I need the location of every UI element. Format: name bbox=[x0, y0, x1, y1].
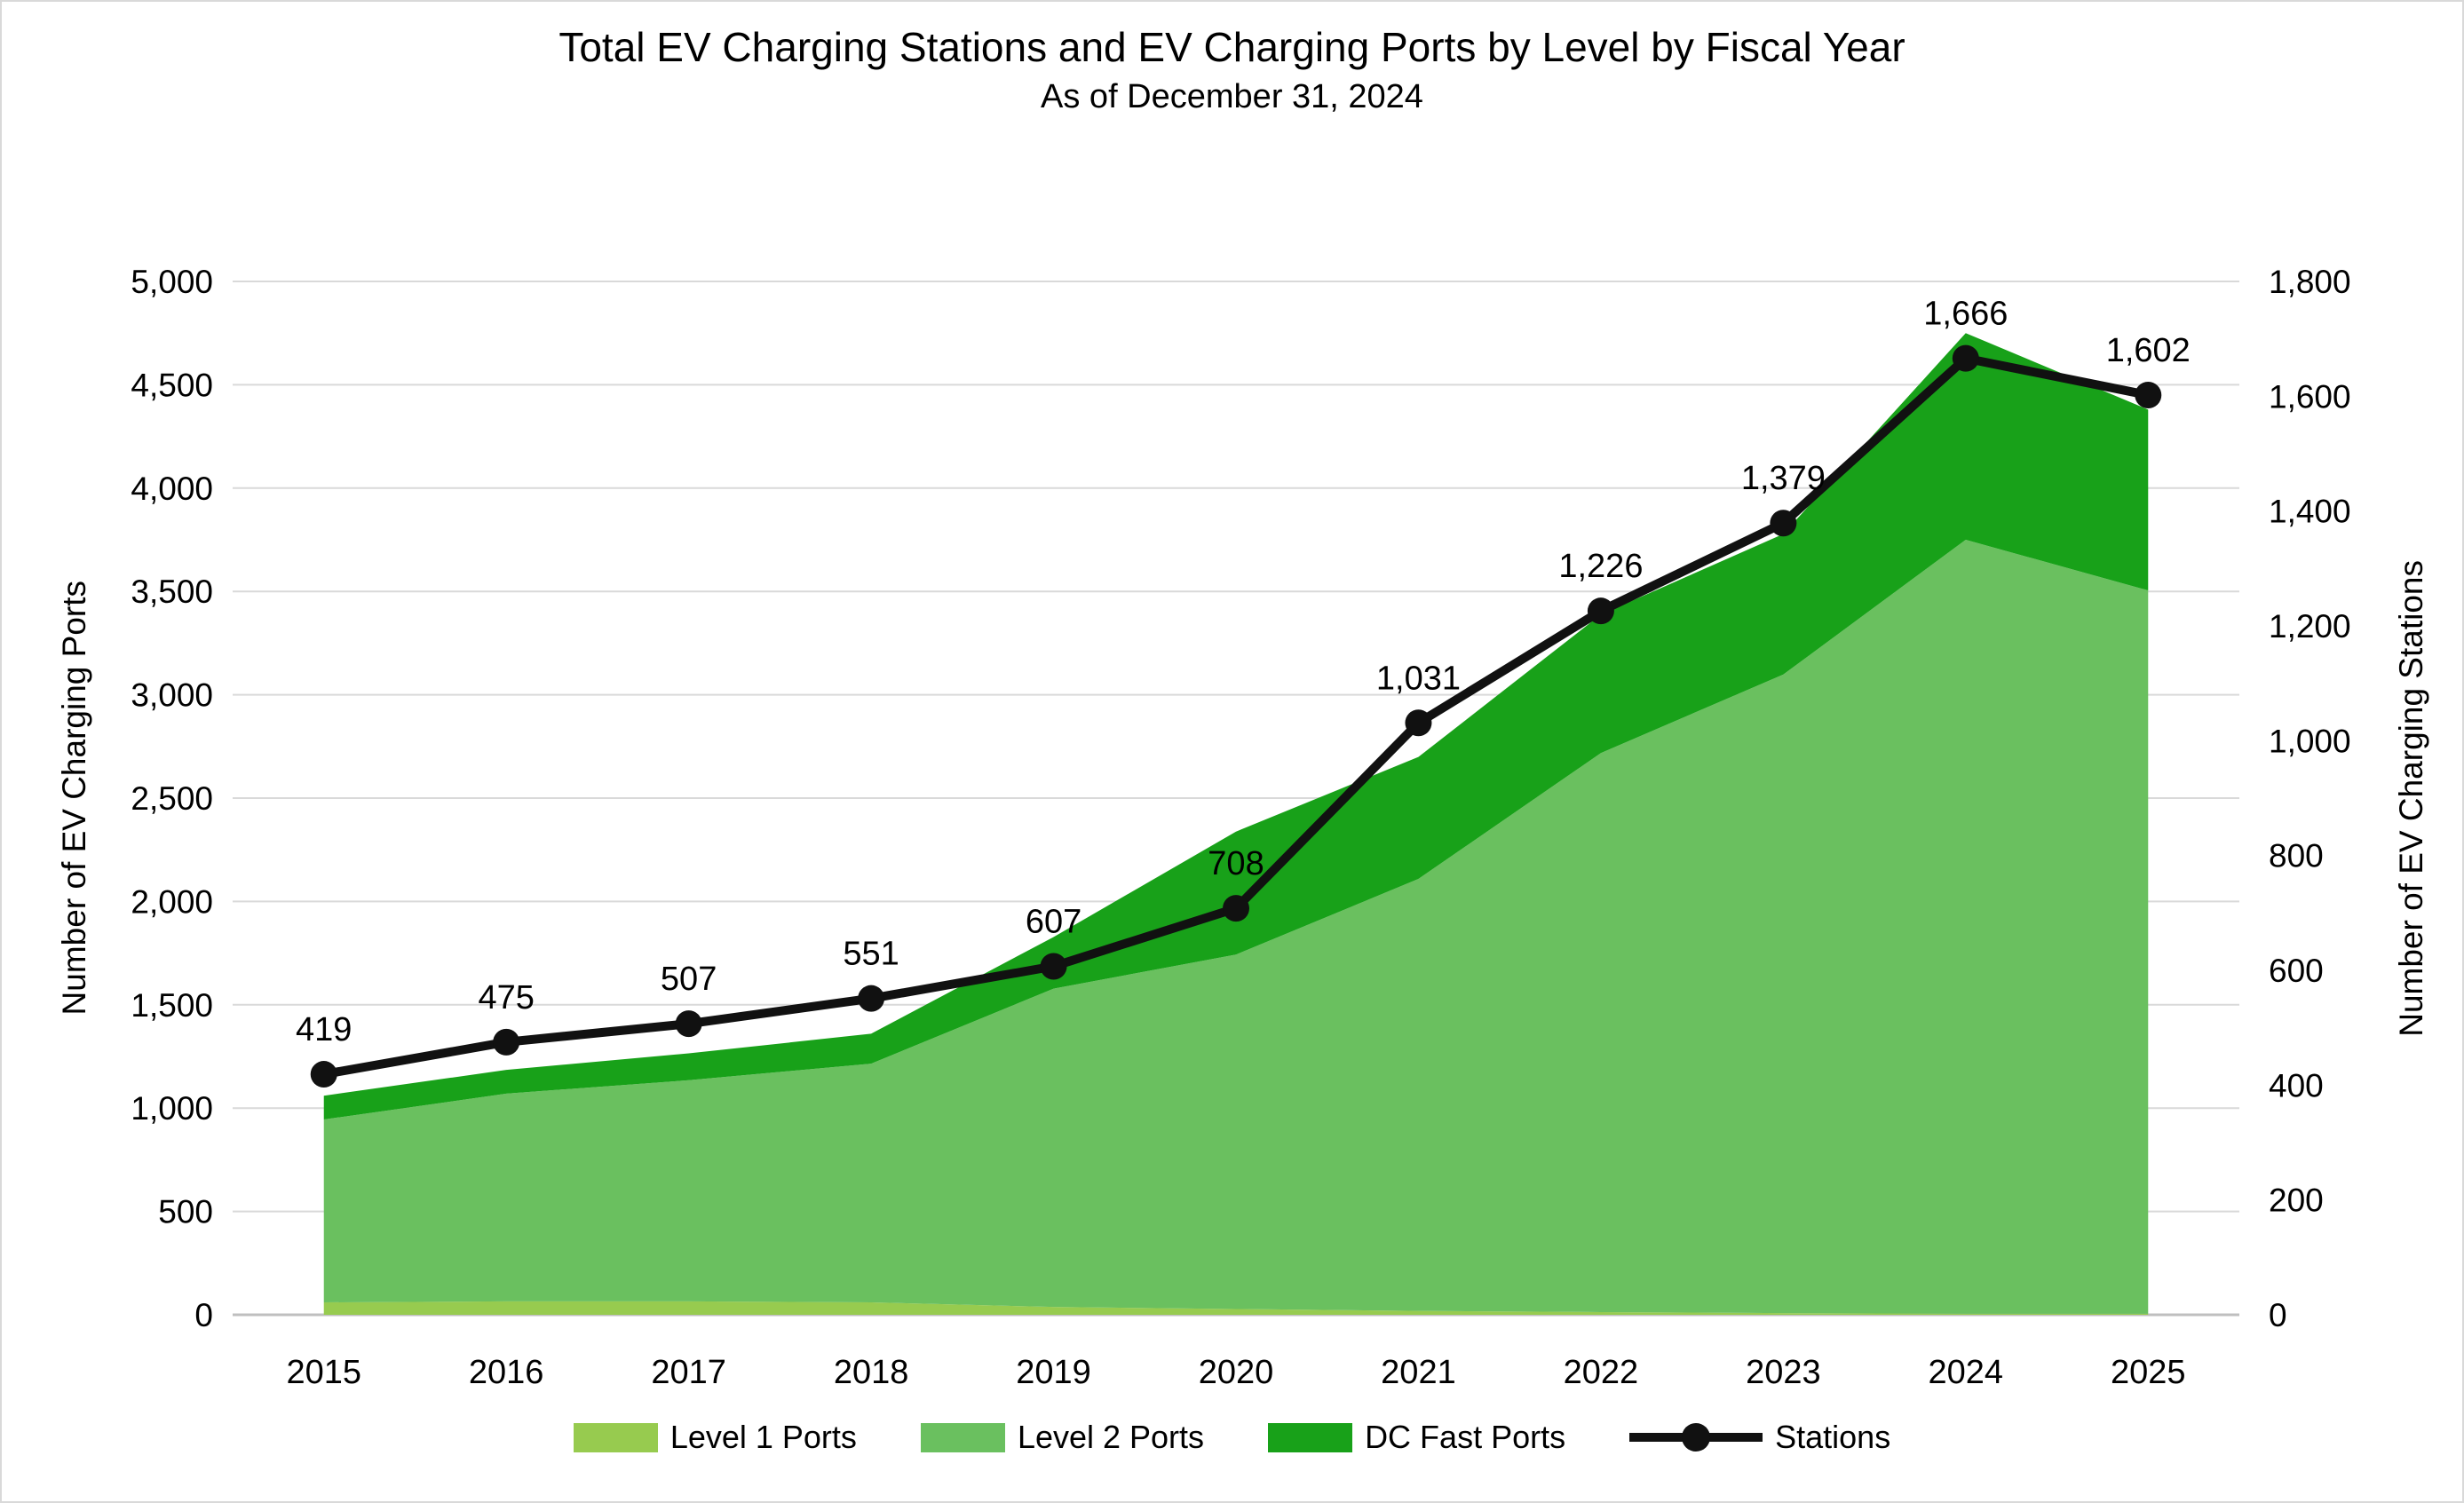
right-tick-label: 1,800 bbox=[2269, 264, 2351, 300]
chart-title: Total EV Charging Stations and EV Chargi… bbox=[559, 24, 1905, 70]
stations-marker bbox=[675, 1010, 702, 1038]
legend-item-level-2-ports: Level 2 Ports bbox=[920, 1419, 1205, 1456]
right-tick-label: 1,400 bbox=[2269, 494, 2351, 530]
left-tick-label: 5,000 bbox=[131, 264, 213, 300]
x-tick-label: 2015 bbox=[286, 1354, 361, 1391]
x-tick-label: 2022 bbox=[1564, 1354, 1639, 1391]
x-tick-label: 2021 bbox=[1381, 1354, 1456, 1391]
stations-data-label: 419 bbox=[296, 1011, 352, 1048]
legend-item-stations: Stations bbox=[1629, 1419, 1890, 1456]
stations-data-label: 551 bbox=[843, 936, 899, 973]
left-tick-label: 3,000 bbox=[131, 677, 213, 714]
stations-marker bbox=[493, 1028, 520, 1056]
area-series-level-1-ports bbox=[323, 1301, 2149, 1315]
right-tick-label: 200 bbox=[2269, 1183, 2324, 1219]
legend-label-level-2-ports: Level 2 Ports bbox=[1017, 1419, 1205, 1455]
left-tick-label: 1,000 bbox=[131, 1090, 213, 1127]
area-series-level-2-ports bbox=[323, 540, 2149, 1314]
legend: Level 1 Ports Level 2 Ports DC Fast Ports S… bbox=[2, 1419, 2462, 1456]
stations-data-label: 1,666 bbox=[1923, 296, 2008, 333]
x-tick-label: 2025 bbox=[2111, 1354, 2186, 1391]
left-tick-label: 1,500 bbox=[131, 987, 213, 1024]
stations-marker bbox=[1040, 953, 1067, 980]
legend-label-stations: Stations bbox=[1775, 1419, 1891, 1455]
left-tick-label: 4,500 bbox=[131, 367, 213, 403]
right-tick-label: 1,000 bbox=[2269, 723, 2351, 759]
x-tick-label: 2016 bbox=[469, 1354, 544, 1391]
stations-marker bbox=[1952, 344, 1979, 372]
legend-swatch-level-2-ports bbox=[920, 1422, 1005, 1452]
x-tick-label: 2024 bbox=[1929, 1354, 2004, 1391]
right-tick-label: 0 bbox=[2269, 1297, 2287, 1333]
chart-subtitle: As of December 31, 2024 bbox=[1041, 78, 1423, 115]
legend-swatch-dc-fast-ports bbox=[1268, 1422, 1353, 1452]
stations-data-label: 507 bbox=[661, 961, 717, 998]
right-tick-label: 800 bbox=[2269, 838, 2324, 874]
left-tick-label: 3,500 bbox=[131, 574, 213, 610]
x-tick-label: 2020 bbox=[1199, 1354, 1274, 1391]
x-tick-label: 2017 bbox=[651, 1354, 726, 1391]
stations-data-label: 475 bbox=[478, 979, 534, 1017]
stations-data-label: 1,226 bbox=[1558, 548, 1643, 585]
right-tick-label: 1,600 bbox=[2269, 378, 2351, 415]
stations-data-label: 1,379 bbox=[1741, 460, 1826, 497]
stations-marker bbox=[1223, 895, 1249, 922]
stations-marker bbox=[2135, 382, 2162, 409]
stations-data-label: 1,031 bbox=[1376, 660, 1461, 697]
x-tick-label: 2019 bbox=[1016, 1354, 1091, 1391]
legend-label-level-1-ports: Level 1 Ports bbox=[669, 1419, 857, 1455]
area-series-dc-fast-ports bbox=[323, 333, 2149, 1120]
legend-item-dc-fast-ports: DC Fast Ports bbox=[1268, 1419, 1565, 1456]
left-tick-label: 500 bbox=[158, 1194, 213, 1230]
x-tick-label: 2023 bbox=[1746, 1354, 1821, 1391]
right-tick-label: 1,200 bbox=[2269, 608, 2351, 645]
stations-marker bbox=[858, 985, 885, 1012]
legend-item-level-1-ports: Level 1 Ports bbox=[573, 1419, 857, 1456]
legend-label-dc-fast-ports: DC Fast Ports bbox=[1365, 1419, 1566, 1455]
legend-line-dot-icon bbox=[1629, 1423, 1763, 1452]
stations-data-label: 708 bbox=[1208, 845, 1264, 882]
stations-marker bbox=[1405, 709, 1432, 737]
legend-swatch-level-1-ports bbox=[573, 1422, 658, 1452]
stations-marker bbox=[310, 1061, 337, 1088]
right-tick-label: 600 bbox=[2269, 953, 2324, 989]
left-tick-label: 2,500 bbox=[131, 780, 213, 817]
right-tick-label: 400 bbox=[2269, 1067, 2324, 1104]
stations-marker bbox=[1770, 510, 1797, 537]
stations-marker bbox=[1587, 597, 1614, 625]
left-tick-label: 2,000 bbox=[131, 883, 213, 920]
stations-data-label: 607 bbox=[1026, 903, 1081, 940]
stations-data-label: 1,602 bbox=[2106, 332, 2191, 369]
left-tick-label: 0 bbox=[194, 1297, 213, 1333]
left-tick-label: 4,000 bbox=[131, 471, 213, 507]
x-tick-label: 2018 bbox=[834, 1354, 909, 1391]
